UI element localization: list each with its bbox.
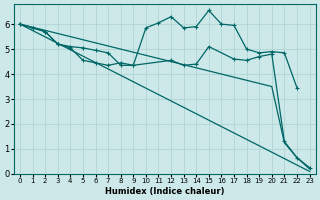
X-axis label: Humidex (Indice chaleur): Humidex (Indice chaleur) bbox=[105, 187, 225, 196]
